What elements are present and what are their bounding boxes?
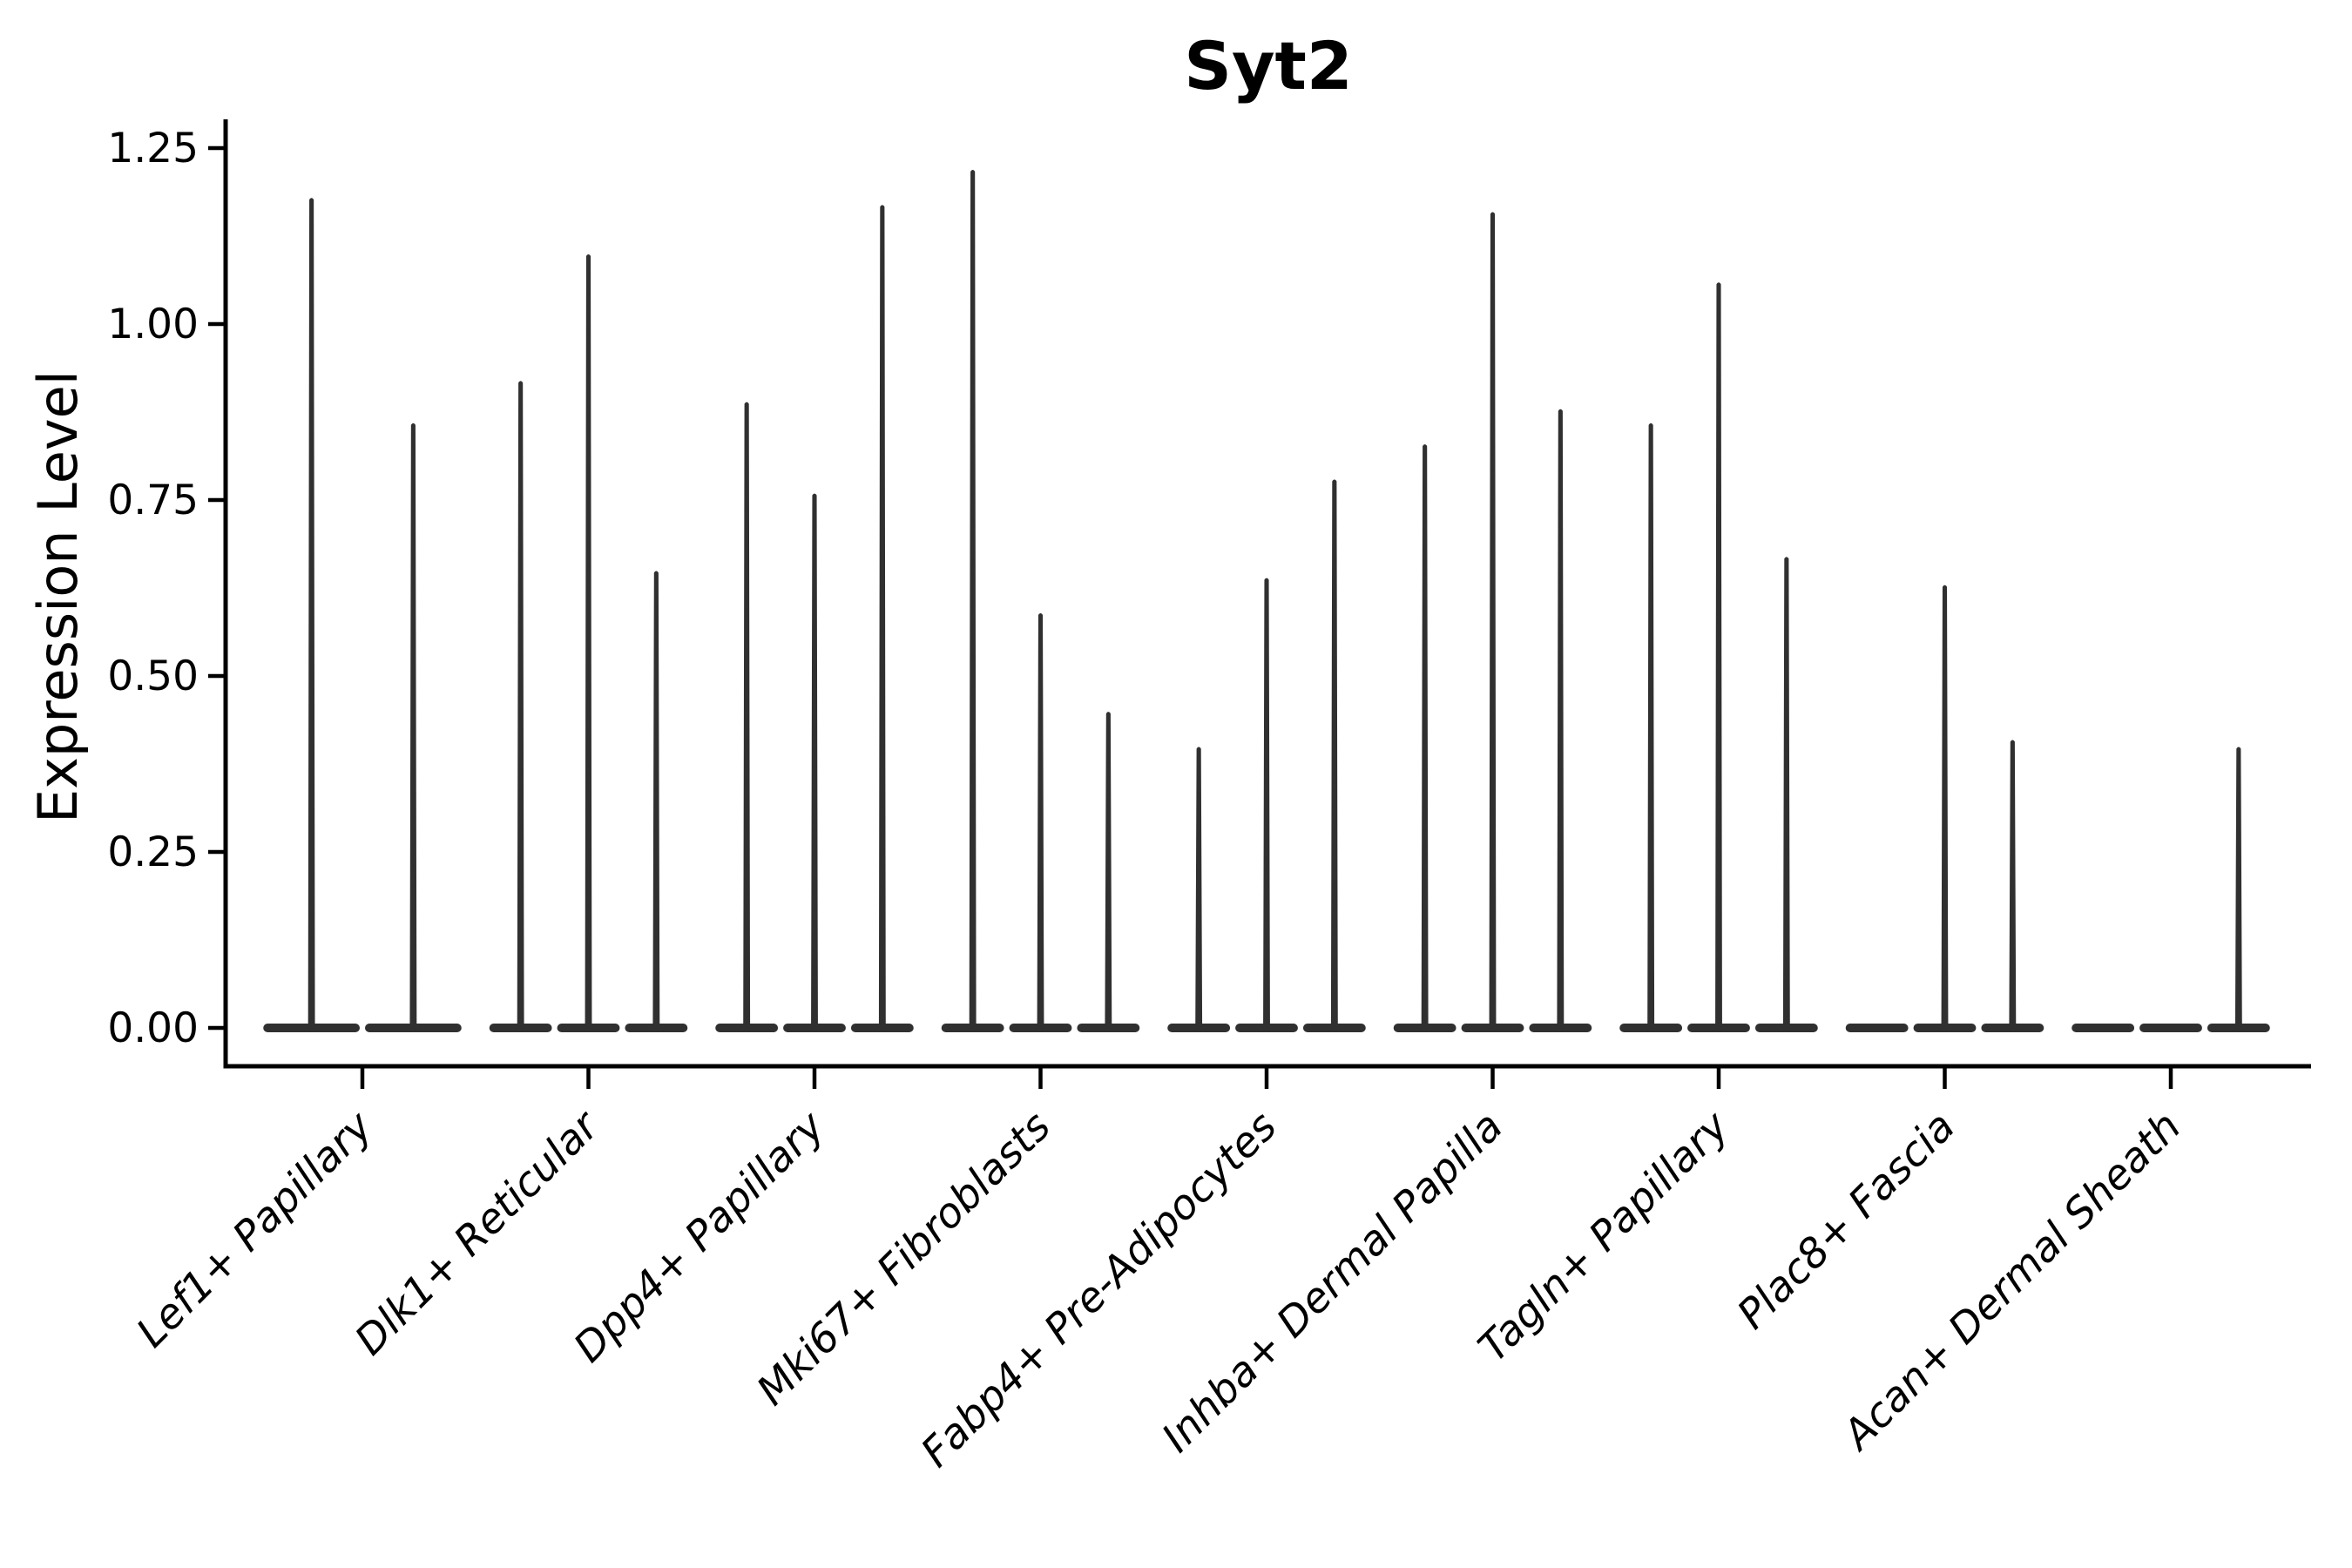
violin-spike [1647, 422, 1655, 1031]
violin-spike [1330, 479, 1338, 1031]
violin-spike [1105, 712, 1112, 1031]
violin-spike [308, 198, 315, 1031]
y-tick-label: 0.75 [107, 476, 199, 524]
violin-group [2072, 747, 2270, 1032]
violin-base [2072, 1024, 2135, 1032]
violin-group [715, 205, 914, 1032]
x-tick-label: Lef1+ Papillary [127, 1102, 382, 1357]
violin-group [1845, 585, 2044, 1032]
x-tick-label: Tagln+ Papillary [1470, 1102, 1740, 1372]
y-tick-label: 1.25 [107, 125, 199, 172]
y-tick-label: 1.00 [107, 301, 199, 348]
violin-spike [517, 381, 524, 1031]
violin-spike [969, 170, 977, 1031]
violin-group [1619, 282, 1818, 1032]
violin-spike [1037, 613, 1044, 1031]
violin-group [489, 253, 688, 1032]
violin-spike [878, 205, 886, 1031]
violin-group [263, 198, 462, 1032]
y-axis-label: Expression Level [26, 370, 90, 823]
violin-spike [1263, 578, 1270, 1031]
y-axis-ticks: 0.00 0.25 0.50 0.75 1.00 1.25 [107, 125, 226, 1052]
x-tick-label: Dlk1+ Reticular [346, 1101, 610, 1365]
y-tick-label: 0.25 [107, 828, 199, 876]
violin-spike [1421, 444, 1429, 1031]
violin-spike [1782, 557, 1790, 1031]
y-tick-label: 0.00 [107, 1004, 199, 1052]
violin-spike [743, 402, 751, 1031]
violin-spike [2234, 747, 2242, 1031]
violin-series [263, 170, 2270, 1032]
violin-spike [652, 571, 660, 1031]
y-tick-label: 0.50 [107, 652, 199, 700]
violin-base [1845, 1024, 1909, 1032]
chart-title: Syt2 [1184, 27, 1353, 105]
violin-base [2139, 1024, 2202, 1032]
violin-spike [585, 253, 592, 1031]
x-tick-label: Fabp4+ Pre-Adipocytes [912, 1103, 1286, 1477]
violin-spike [2009, 740, 2017, 1031]
violin-spike [1195, 747, 1203, 1031]
violin-spike [1557, 409, 1565, 1031]
x-tick-label: Plac8+ Fascia [1728, 1103, 1964, 1339]
violin-group [1393, 212, 1592, 1032]
violin-group [941, 170, 1140, 1032]
violin-group [1167, 479, 1366, 1032]
violin-spike [1715, 282, 1722, 1031]
violin-spike [1941, 585, 1949, 1031]
violin-spike [409, 422, 417, 1031]
violin-spike [1489, 212, 1497, 1031]
x-tick-label: Dpp4+ Papillary [564, 1102, 835, 1372]
violin-spike [811, 493, 818, 1031]
